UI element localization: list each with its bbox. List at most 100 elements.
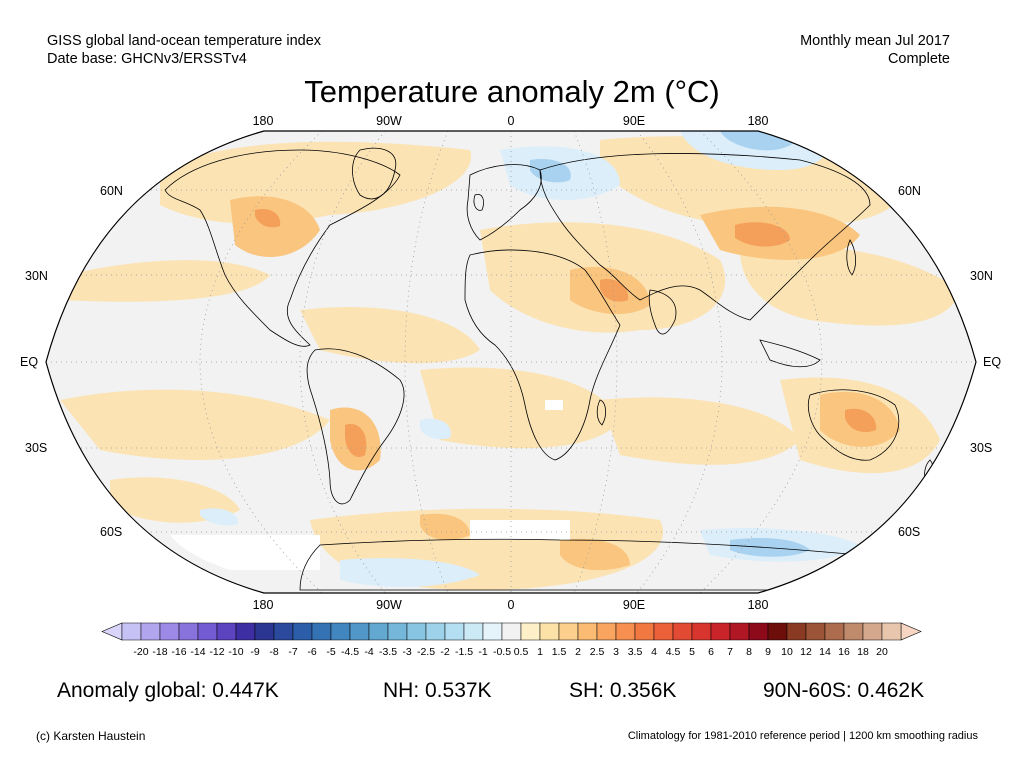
colorbar-swatch xyxy=(729,622,750,641)
colorbar-swatch xyxy=(197,622,218,641)
cool-light-anomaly xyxy=(200,131,860,587)
lon-label: 180 xyxy=(253,598,274,612)
credit-text: (c) Karsten Haustein xyxy=(36,729,146,743)
colorbar-swatch xyxy=(672,622,693,641)
colorbar-tick-label: 4.5 xyxy=(666,646,681,658)
colorbar-swatch xyxy=(425,622,446,641)
colorbar-tick-label: 12 xyxy=(800,646,812,658)
colorbar-tick-label: 14 xyxy=(819,646,831,658)
colorbar-swatch xyxy=(710,622,731,641)
colorbar-tick-label: 6 xyxy=(708,646,714,658)
warm-strong-anomaly xyxy=(255,208,877,458)
lon-label: 180 xyxy=(253,114,274,128)
colorbar-tick-label: -3 xyxy=(402,646,411,658)
colorbar-tick-label: -2 xyxy=(440,646,449,658)
colorbar-tick-label: 16 xyxy=(838,646,850,658)
colorbar-swatch xyxy=(311,622,332,641)
graticule xyxy=(46,131,976,593)
colorbar-swatch xyxy=(843,622,864,641)
colorbar-swatch xyxy=(330,622,351,641)
sh-anomaly: SH: 0.356K xyxy=(569,679,677,702)
lat-label: 30N xyxy=(970,269,993,283)
lon-labels-top: 180 90W 0 90E 180 xyxy=(253,114,769,128)
lat-label: 60S xyxy=(100,525,122,539)
colorbar-tick-label: 9 xyxy=(765,646,771,658)
colorbar-tick-label: -10 xyxy=(228,646,243,658)
colorbar-tick-label: 18 xyxy=(857,646,869,658)
colorbar-swatch xyxy=(653,622,674,641)
colorbar-tick-label: -5 xyxy=(326,646,335,658)
lat-label: 30N xyxy=(25,269,48,283)
lat-labels-left: 60N 30N EQ 30S 60S xyxy=(20,184,123,539)
lat-label: 60S xyxy=(898,525,920,539)
colorbar-swatch xyxy=(501,622,522,641)
colorbar-swatch xyxy=(691,622,712,641)
colorbar-tick-label: 1 xyxy=(537,646,543,658)
colorbar-tick-label: -8 xyxy=(269,646,278,658)
lat-label: EQ xyxy=(983,355,1001,369)
colorbar-swatch xyxy=(786,622,807,641)
global-anomaly: Anomaly global: 0.447K xyxy=(57,679,279,702)
high-lat-anomaly: 90N-60S: 0.462K xyxy=(763,679,925,702)
period-label: Monthly mean Jul 2017 xyxy=(800,33,950,49)
colorbar-tick-label: -1.5 xyxy=(455,646,473,658)
colorbar-tick-label: 7 xyxy=(727,646,733,658)
colorbar-arrow-high xyxy=(900,622,922,641)
completeness-label: Complete xyxy=(887,51,950,67)
colorbar-tick-label: 20 xyxy=(876,646,888,658)
colorbar-swatch xyxy=(292,622,313,641)
dataset-base: Date base: GHCNv3/ERSSTv4 xyxy=(47,51,247,67)
colorbar-swatch xyxy=(406,622,427,641)
lon-label: 90E xyxy=(623,114,645,128)
colorbar-swatch xyxy=(539,622,560,641)
colorbar-swatch xyxy=(881,622,902,641)
colorbar-swatch xyxy=(254,622,275,641)
colorbar-swatch xyxy=(482,622,503,641)
colorbar-swatch xyxy=(805,622,826,641)
colorbar-tick-label: 5 xyxy=(689,646,695,658)
lat-labels-right: 60N 30N EQ 30S 60S xyxy=(898,184,1001,539)
lon-label: 90E xyxy=(623,598,645,612)
lat-label: EQ xyxy=(20,355,38,369)
colorbar-tick-label: 3.5 xyxy=(628,646,643,658)
lon-label: 90W xyxy=(376,598,402,612)
no-data-areas xyxy=(170,400,570,570)
colorbar-tick-label: 4 xyxy=(651,646,657,658)
colorbar-tick-label: -6 xyxy=(307,646,316,658)
colorbar-swatch xyxy=(634,622,655,641)
colorbar-swatch xyxy=(444,622,465,641)
colorbar-tick-label: -12 xyxy=(209,646,224,658)
colorbar-tick-label: 1.5 xyxy=(552,646,567,658)
colorbar-swatch xyxy=(387,622,408,641)
dataset-name: GISS global land-ocean temperature index xyxy=(47,33,322,49)
colorbar-swatch xyxy=(767,622,788,641)
anomaly-field xyxy=(46,131,976,593)
map-border xyxy=(45,130,977,594)
colorbar-swatches xyxy=(101,622,922,641)
colorbar-swatch xyxy=(862,622,883,641)
lon-label: 0 xyxy=(508,598,515,612)
colorbar-tick-label: 3 xyxy=(613,646,619,658)
colorbar-swatch xyxy=(615,622,636,641)
colorbar-tick-label: 2.5 xyxy=(590,646,605,658)
colorbar-swatch xyxy=(273,622,294,641)
colorbar-swatch xyxy=(121,622,142,641)
lat-label: 60N xyxy=(898,184,921,198)
lon-label: 90W xyxy=(376,114,402,128)
lon-label: 180 xyxy=(748,598,769,612)
colorbar-tick-label: 10 xyxy=(781,646,793,658)
colorbar-swatch xyxy=(178,622,199,641)
coastlines xyxy=(164,147,934,591)
colorbar-tick-label: 0.5 xyxy=(514,646,529,658)
lat-label: 30S xyxy=(970,441,992,455)
dataset-info: GISS global land-ocean temperature index… xyxy=(47,32,321,68)
lat-label: 60N xyxy=(100,184,123,198)
colorbar-tick-label: -14 xyxy=(190,646,205,658)
colorbar-swatch xyxy=(216,622,237,641)
colorbar-swatch xyxy=(596,622,617,641)
colorbar-tick-label: -3.5 xyxy=(379,646,397,658)
nh-anomaly: NH: 0.537K xyxy=(383,679,492,702)
colorbar-tick-label: -0.5 xyxy=(493,646,511,658)
